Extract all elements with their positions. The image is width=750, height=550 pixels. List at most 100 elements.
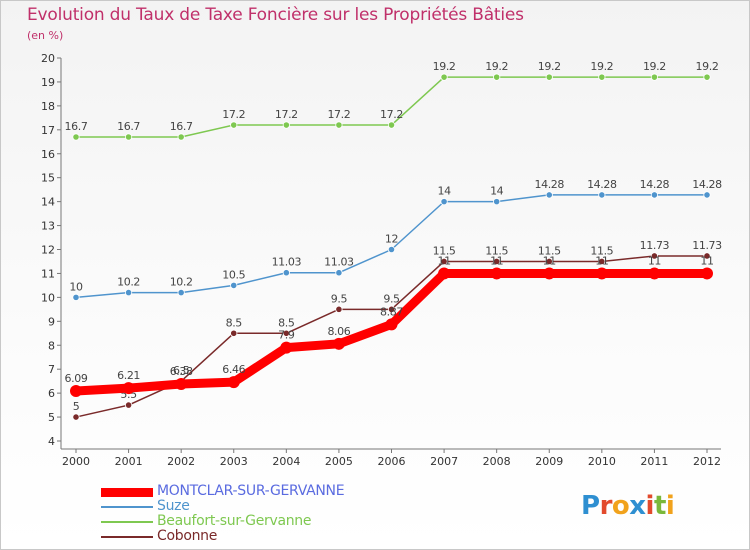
- data-point: [440, 257, 448, 266]
- chart-title: Evolution du Taux de Taxe Foncière sur l…: [27, 5, 524, 25]
- data-point: [175, 378, 188, 391]
- data-point: [650, 73, 659, 81]
- data-label: 8.5: [278, 316, 295, 329]
- data-point: [230, 121, 238, 129]
- data-label: 9.5: [383, 292, 400, 305]
- y-tick-label: 11: [41, 267, 55, 280]
- data-label: 6.09: [65, 372, 88, 385]
- logo-letter: r: [599, 491, 613, 521]
- data-label: 14: [490, 185, 504, 198]
- legend-label: Cobonne: [157, 528, 218, 544]
- data-point: [227, 376, 240, 389]
- legend-swatch: [101, 506, 153, 508]
- data-point: [440, 73, 448, 81]
- data-point: [598, 257, 606, 266]
- data-point: [335, 121, 343, 129]
- logo-letter: i: [665, 491, 675, 521]
- y-tick-label: 6: [48, 387, 55, 400]
- data-point: [280, 341, 293, 354]
- data-label: 9.5: [331, 292, 348, 305]
- x-tick-label: 2005: [325, 455, 353, 468]
- data-label: 10.5: [222, 268, 245, 281]
- y-tick-label: 9: [48, 315, 55, 328]
- data-label: 11.73: [692, 239, 722, 252]
- data-label: 16.7: [117, 120, 140, 133]
- data-point: [545, 191, 553, 199]
- data-point: [332, 337, 345, 350]
- y-tick-label: 14: [41, 196, 55, 209]
- y-tick-label: 16: [41, 148, 55, 161]
- data-point: [122, 382, 135, 395]
- data-point: [282, 121, 290, 129]
- logo-letter: x: [629, 491, 646, 521]
- data-label: 19.2: [433, 60, 456, 73]
- legend-swatch: [101, 536, 153, 538]
- data-point: [648, 267, 661, 280]
- x-tick-label: 2001: [115, 455, 143, 468]
- data-label: 11.5: [590, 244, 613, 257]
- logo-letter: t: [653, 491, 666, 521]
- chart-subtitle: (en %): [27, 29, 64, 42]
- data-point: [387, 305, 396, 313]
- data-label: 17.2: [222, 108, 245, 121]
- data-label: 11.5: [485, 244, 508, 257]
- y-tick-label: 18: [41, 100, 55, 113]
- y-tick-label: 4: [48, 435, 55, 448]
- data-label: 11.73: [640, 239, 670, 252]
- data-point: [282, 329, 290, 337]
- x-tick-label: 2008: [483, 455, 511, 468]
- data-point: [595, 267, 608, 280]
- data-label: 10.2: [170, 276, 193, 289]
- data-label: 11: [543, 254, 556, 267]
- legend-swatch: [101, 488, 153, 497]
- legend-label: Beaufort-sur-Gervanne: [157, 513, 312, 529]
- data-label: 14.28: [535, 178, 565, 191]
- x-tick-label: 2009: [535, 455, 563, 468]
- data-point: [72, 133, 80, 141]
- data-point: [440, 198, 448, 206]
- data-label: 14: [437, 185, 451, 198]
- data-label: 6.38: [170, 365, 193, 378]
- data-label: 17.2: [327, 108, 350, 121]
- data-label: 10.2: [117, 276, 140, 289]
- legend-swatch: [101, 521, 153, 523]
- data-label: 19.2: [643, 60, 666, 73]
- x-tick-label: 2010: [588, 455, 616, 468]
- data-label: 14.28: [692, 178, 722, 191]
- data-label: 6.46: [222, 363, 245, 376]
- data-point: [335, 269, 343, 277]
- x-tick-label: 2006: [378, 455, 406, 468]
- data-label: 6.5: [173, 364, 190, 377]
- data-label: 8.5: [226, 316, 243, 329]
- data-point: [230, 329, 238, 337]
- data-point: [493, 257, 501, 266]
- x-tick-label: 2012: [693, 455, 721, 468]
- logo-letter: i: [645, 491, 655, 521]
- data-point: [598, 73, 606, 81]
- y-tick-label: 12: [41, 244, 55, 257]
- data-point: [177, 133, 185, 141]
- data-point: [650, 252, 659, 260]
- data-point: [545, 257, 553, 266]
- data-point: [72, 413, 80, 421]
- data-label: 16.7: [170, 120, 193, 133]
- y-tick-label: 15: [41, 172, 55, 185]
- data-label: 8.06: [327, 325, 350, 338]
- y-tick-label: 20: [41, 52, 55, 65]
- data-point: [72, 293, 80, 301]
- data-label: 14.28: [587, 178, 617, 191]
- data-label: 16.7: [65, 120, 88, 133]
- data-point: [493, 198, 501, 206]
- logo-letter: o: [611, 491, 630, 521]
- data-point: [124, 401, 133, 409]
- legend-label: MONTCLAR-SUR-GERVANNE: [157, 483, 345, 499]
- data-label: 11.03: [324, 256, 354, 269]
- legend-label: Suze: [157, 498, 190, 514]
- data-label: 6.21: [117, 369, 140, 382]
- data-point: [703, 252, 711, 260]
- data-point: [598, 191, 606, 199]
- x-tick-label: 2007: [430, 455, 458, 468]
- data-point: [703, 73, 711, 81]
- data-label: 12: [385, 233, 398, 246]
